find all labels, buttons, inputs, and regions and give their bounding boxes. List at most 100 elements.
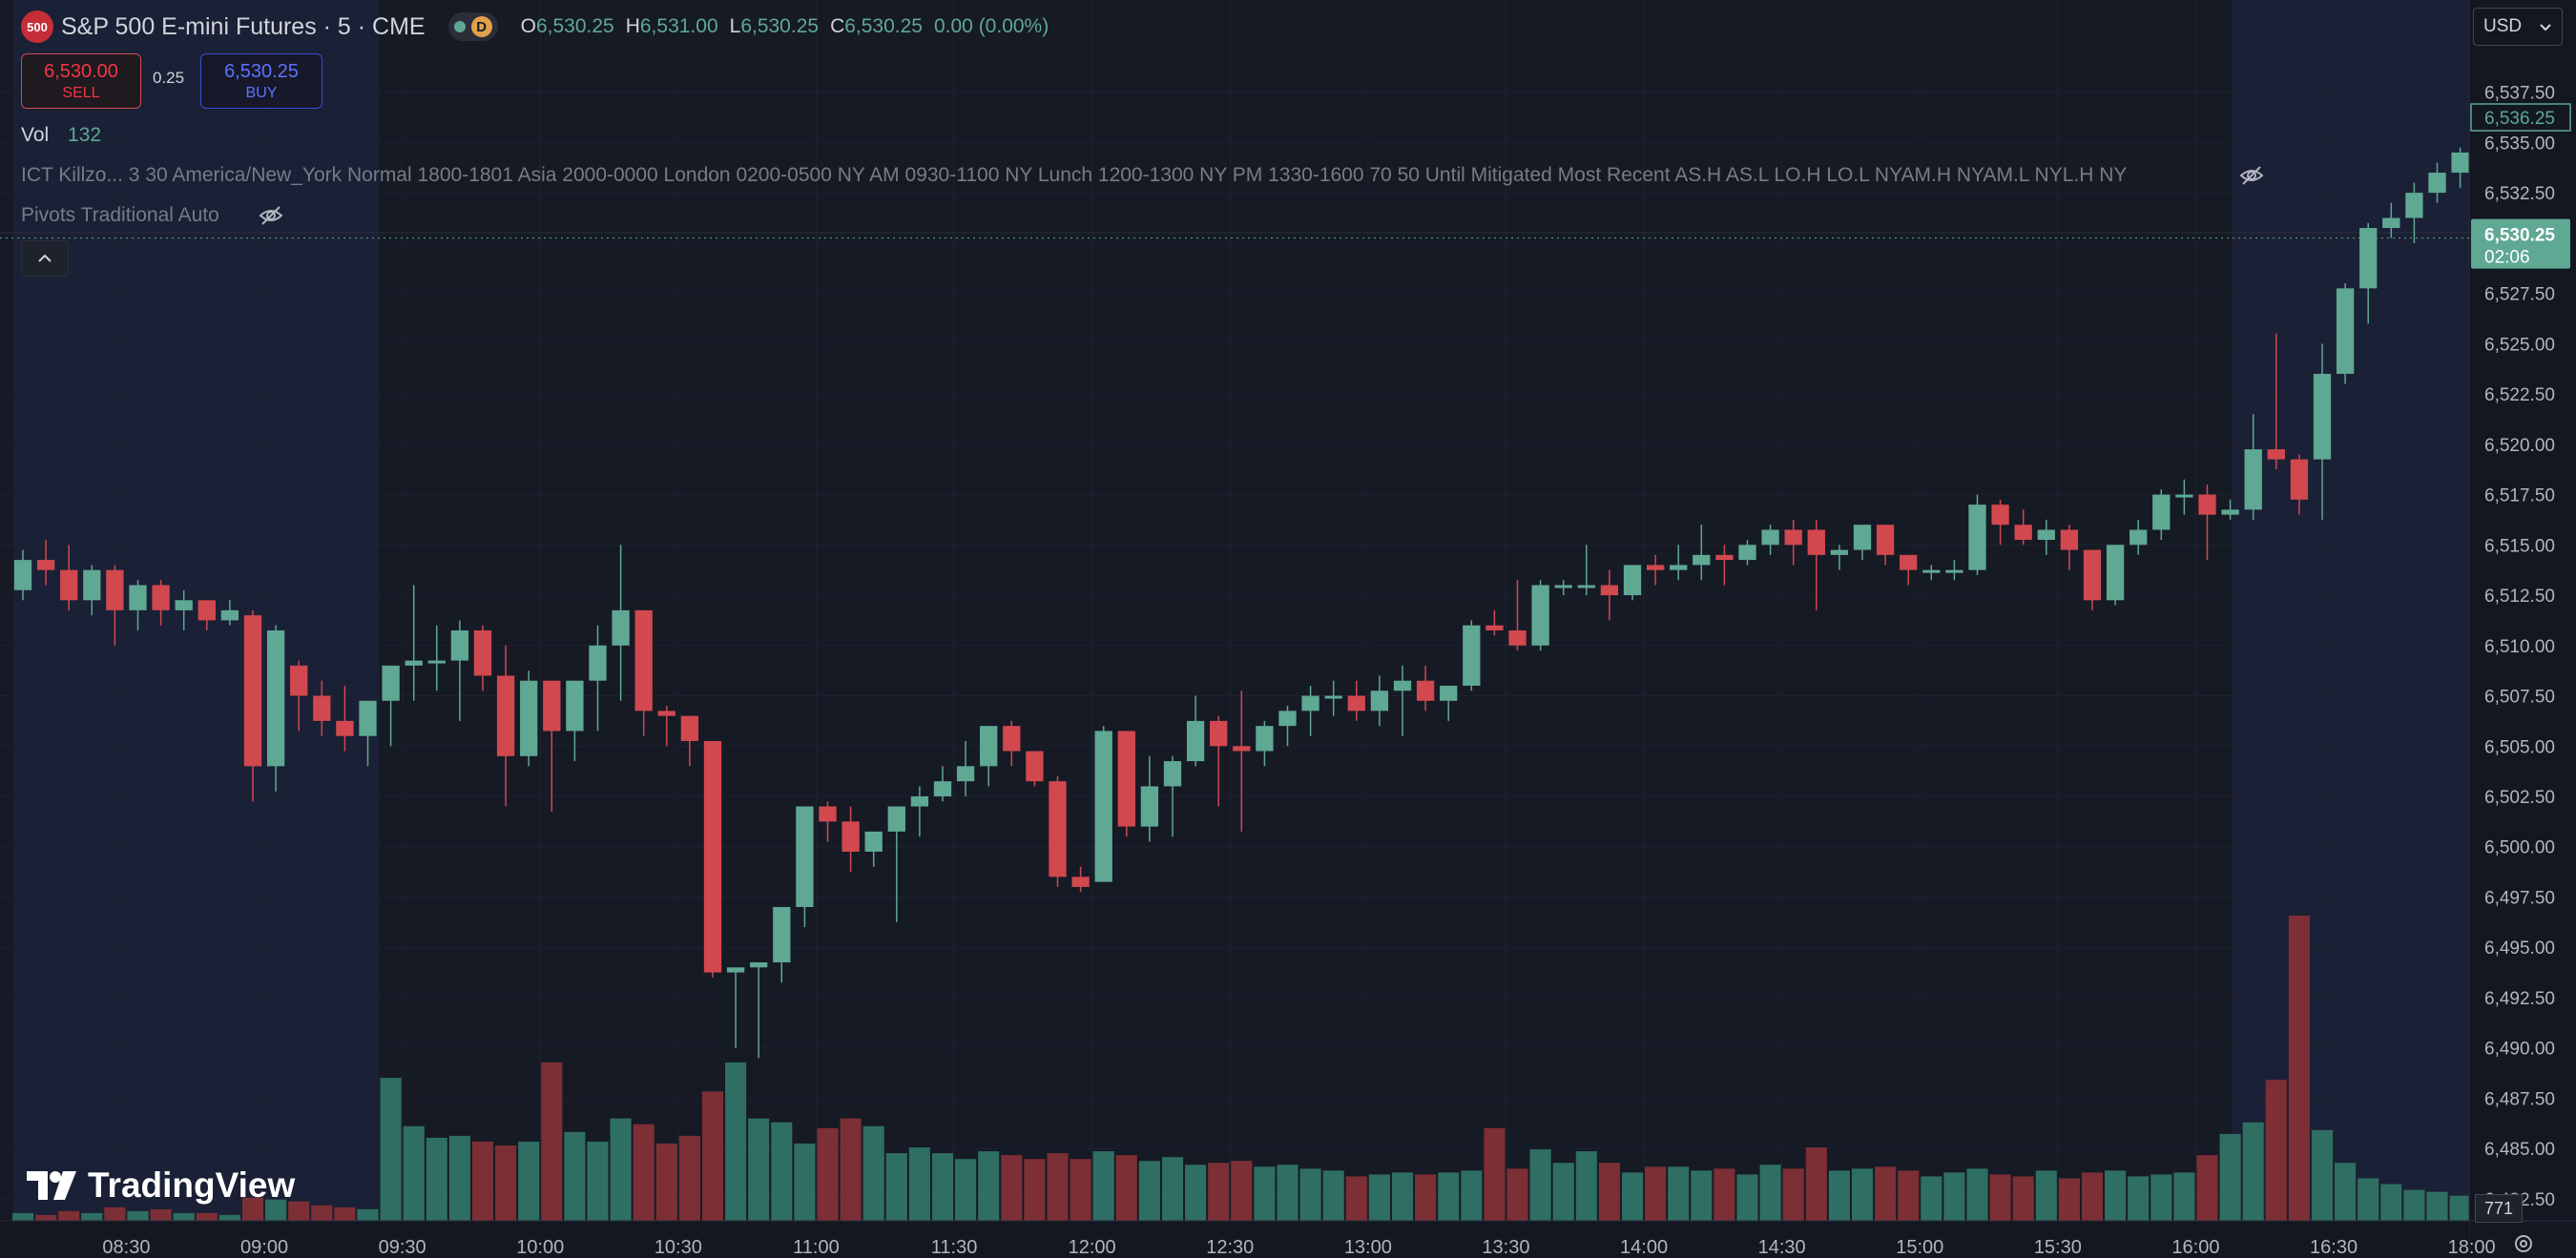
time-axis-panel [0, 1221, 2469, 1258]
tradingview-logo[interactable]: TradingView [27, 1165, 295, 1206]
volume-bar [2219, 1133, 2241, 1221]
candle-body [680, 715, 699, 741]
candle-body [2382, 217, 2400, 229]
volume-bar [1989, 1174, 2011, 1221]
volume-bar [1438, 1172, 1460, 1221]
candle-body [933, 781, 952, 796]
volume-bar [1506, 1168, 1528, 1221]
candle-body [1508, 629, 1527, 646]
time-tick-label: 11:30 [931, 1237, 978, 1258]
volume-bar [2380, 1184, 2402, 1221]
price-tick-label: 6,490.00 [2484, 1040, 2555, 1060]
candle-body [2037, 529, 2055, 541]
volume-bar [1484, 1127, 1506, 1221]
candle-body [1071, 876, 1090, 887]
volume-bar [2196, 1155, 2218, 1221]
eye-slash-icon[interactable] [2238, 162, 2265, 189]
candle-body [1991, 505, 2009, 526]
buy-label: BUY [245, 84, 278, 101]
time-tick-label: 16:30 [2310, 1237, 2358, 1258]
volume-bar [1024, 1159, 1046, 1221]
candle-body [129, 585, 147, 610]
last-price-tag-label: 6,530.25 [2484, 226, 2555, 246]
sell-button[interactable]: 6,530.00 SELL [21, 53, 141, 109]
candle-body [2221, 509, 2239, 515]
price-tick-label: 6,525.00 [2484, 335, 2555, 355]
price-tick-label: 6,537.50 [2484, 84, 2555, 104]
sell-label: SELL [62, 84, 100, 101]
candle-body [566, 680, 584, 732]
candle-body [1761, 529, 1779, 546]
currency-select[interactable]: USD [2473, 8, 2563, 46]
volume-bar [678, 1135, 700, 1221]
candle-body [2267, 449, 2285, 460]
volume-bar [908, 1147, 930, 1221]
symbol-header[interactable]: 500 S&P 500 E-mini Futures · 5 · CME D O… [21, 10, 1049, 44]
volume-bar [633, 1124, 654, 1221]
candle-body [589, 645, 607, 681]
candle-body [36, 560, 55, 570]
candle-body [2405, 193, 2423, 218]
volume-bar [587, 1141, 609, 1221]
price-tick-label: 6,497.50 [2484, 888, 2555, 908]
volume-bar [725, 1062, 747, 1221]
volume-bar [1943, 1172, 1965, 1221]
price-tick-label: 6,522.50 [2484, 385, 2555, 405]
chevron-down-icon [2540, 24, 2551, 31]
candle-body [1163, 761, 1182, 787]
volume-bar [218, 1214, 240, 1221]
eye-slash-icon[interactable] [258, 202, 284, 229]
volume-bar [2358, 1178, 2379, 1221]
candle-body [2175, 494, 2193, 498]
volume-bar [403, 1125, 425, 1221]
candle-body [1324, 695, 1342, 699]
candle-body [2451, 152, 2469, 174]
volume-bar [357, 1208, 379, 1221]
candle-body [819, 806, 837, 822]
candle-body [1554, 585, 1572, 588]
volume-bar [2058, 1178, 2080, 1221]
time-tick-label: 15:00 [1896, 1237, 1943, 1258]
volume-bar [1921, 1176, 1942, 1221]
volume-bar [2128, 1176, 2150, 1221]
candle-body [1485, 625, 1504, 630]
candle-body [520, 680, 538, 756]
volume-bar [1966, 1168, 1988, 1221]
candle-body [473, 629, 492, 676]
market-open-dot-icon [453, 21, 466, 32]
volume-bar [1161, 1157, 1184, 1221]
candle-body [1853, 525, 1872, 550]
volume-bar [2081, 1172, 2104, 1221]
pivots-legend[interactable]: Pivots Traditional Auto [21, 204, 219, 226]
collapse-legend-button[interactable] [21, 240, 69, 277]
candle-body [175, 600, 193, 610]
candle-body [887, 806, 905, 832]
candle-body [634, 609, 653, 711]
volume-bar [931, 1153, 954, 1221]
candle-body [1784, 529, 1802, 546]
candle-body [1094, 731, 1112, 882]
candle-body [1117, 731, 1135, 827]
high-price-tag-label: 6,536.25 [2484, 109, 2555, 129]
open-value: 6,530.25 [535, 15, 614, 37]
open-label: O [520, 15, 536, 37]
volume-label: Vol [21, 124, 50, 146]
volume-bar [1598, 1163, 1620, 1221]
symbol-title[interactable]: S&P 500 E-mini Futures · 5 · CME [61, 12, 426, 40]
candle-body [13, 560, 32, 590]
volume-bar [1092, 1151, 1114, 1221]
volume-bar [771, 1122, 793, 1221]
settings-gear-icon[interactable] [2509, 1230, 2538, 1257]
candle-body [1900, 554, 1918, 570]
candle-body [290, 665, 308, 696]
price-tick-label: 6,510.00 [2484, 637, 2555, 657]
ict-killzones-legend[interactable]: ICT Killzo... 3 30 America/New_York Norm… [21, 164, 2128, 186]
candle-body [1693, 554, 1711, 566]
volume-legend[interactable]: Vol 132 [21, 124, 101, 147]
buy-button[interactable]: 6,530.25 BUY [200, 53, 322, 109]
currency-value: USD [2483, 16, 2523, 36]
volume-bar [2335, 1163, 2357, 1221]
candle-body [1531, 585, 1549, 646]
market-status-pill[interactable]: D [447, 12, 498, 41]
